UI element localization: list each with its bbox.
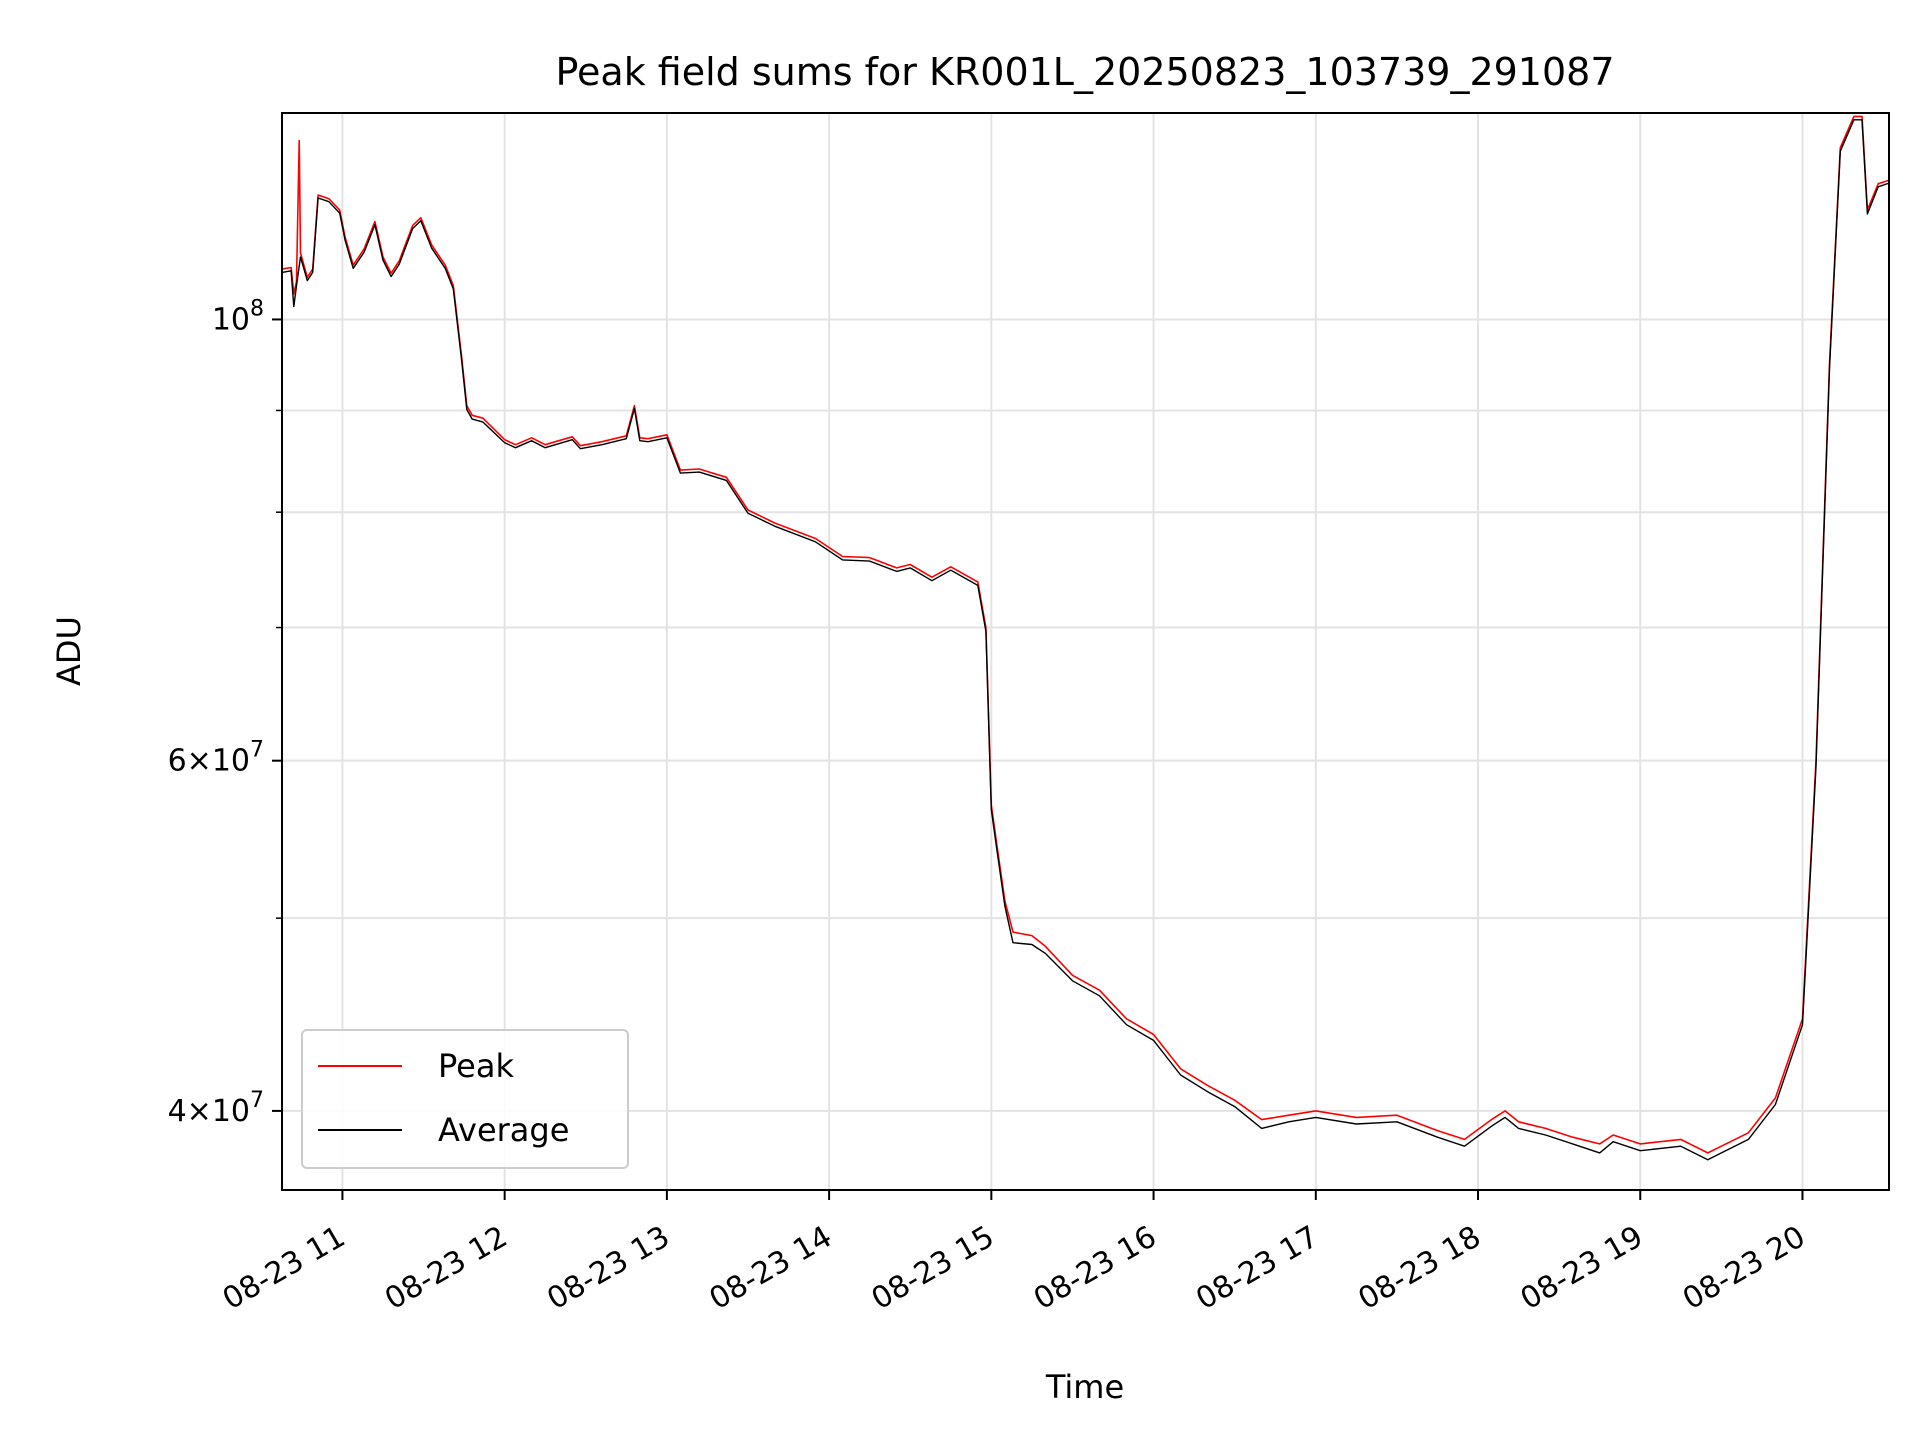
y-axis-title: ADU [50, 616, 88, 686]
y-tick-base: 10 [212, 302, 250, 337]
grid [282, 113, 1889, 1190]
series-line-peak [281, 115, 1890, 1154]
y-tick-label: 108 [212, 296, 264, 337]
y-tick-base: 10 [212, 1094, 250, 1129]
legend-box [301, 1029, 629, 1169]
y-tick-label: 6×107 [168, 738, 264, 779]
series-line-average [281, 119, 1890, 1161]
y-tick-mantissa: 4 [168, 1094, 187, 1129]
y-tick-times: × [187, 744, 212, 779]
y-tick-exponent: 7 [250, 738, 264, 763]
x-axis-title: Time [1045, 1368, 1124, 1406]
y-tick-times: × [187, 1094, 212, 1129]
plot-frame [281, 112, 1890, 1191]
legend-label-peak: Peak [438, 1047, 514, 1085]
legend-label-average: Average [438, 1111, 569, 1149]
y-tick-exponent: 7 [250, 1088, 264, 1113]
y-tick-label: 4×107 [168, 1088, 264, 1129]
y-tick-base: 10 [212, 744, 250, 779]
chart-title: Peak field sums for KR001L_20250823_1037… [555, 50, 1614, 94]
series-layer [281, 115, 1890, 1161]
y-tick-mantissa: 6 [168, 744, 187, 779]
y-tick-exponent: 8 [250, 296, 264, 321]
legend: Peak Average [301, 1029, 629, 1169]
